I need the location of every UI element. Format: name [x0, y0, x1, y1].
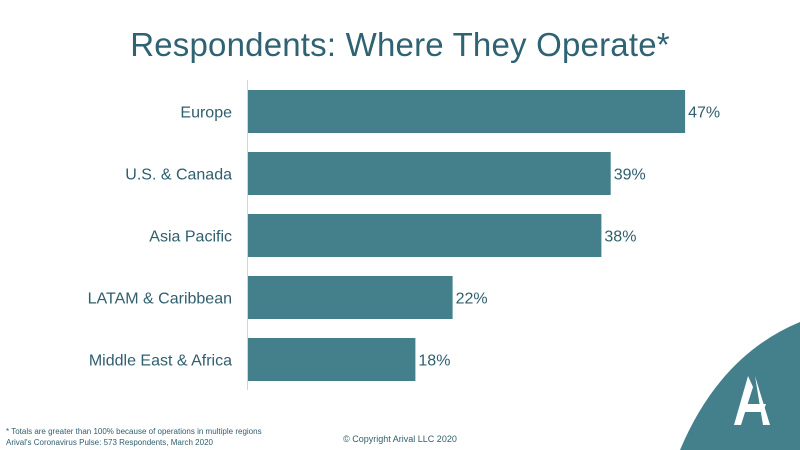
page-title: Respondents: Where They Operate* — [130, 26, 670, 63]
bar-2 — [248, 214, 602, 257]
corner-shape — [680, 322, 800, 450]
footnote-source: Arival's Coronavirus Pulse: 573 Responde… — [6, 438, 213, 447]
value-label-1: 39% — [614, 167, 646, 184]
value-label-2: 38% — [604, 229, 636, 246]
bar-3 — [248, 276, 453, 319]
category-label-4: Middle East & Africa — [89, 353, 232, 370]
category-label-3: LATAM & Caribbean — [88, 291, 232, 308]
category-label-0: Europe — [180, 105, 232, 122]
bar-4 — [248, 338, 416, 381]
copyright-text: © Copyright Arival LLC 2020 — [343, 434, 457, 444]
category-label-2: Asia Pacific — [149, 229, 232, 246]
value-label-3: 22% — [456, 291, 488, 308]
value-label-4: 18% — [418, 353, 450, 370]
bar-1 — [248, 152, 611, 195]
category-label-1: U.S. & Canada — [125, 167, 232, 184]
footnote-totals: * Totals are greater than 100% because o… — [6, 427, 262, 436]
value-label-0: 47% — [688, 105, 720, 122]
arival-logo-icon — [734, 376, 770, 425]
bar-0 — [248, 90, 686, 133]
